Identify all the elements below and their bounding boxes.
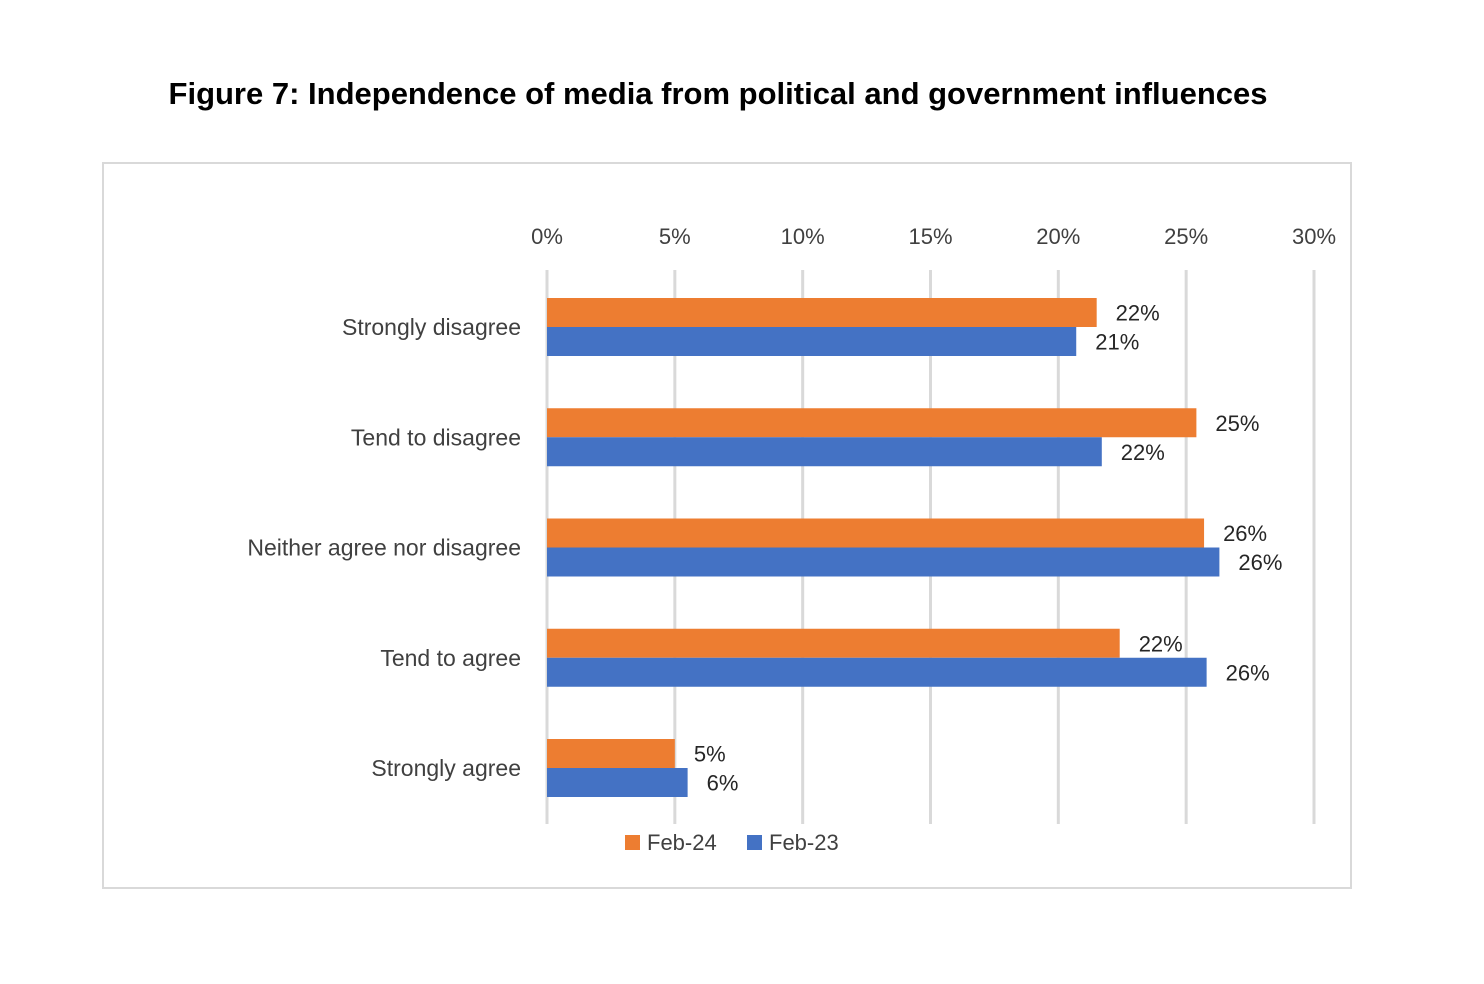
legend-swatch — [747, 835, 762, 850]
bar — [547, 547, 1220, 577]
x-tick-label: 20% — [1036, 224, 1080, 249]
bar — [547, 298, 1097, 327]
data-label: 25% — [1215, 411, 1259, 436]
chart-frame: 0% 5% 10% 15% 20% 25% 30% Strongly disagree 22% 2… — [102, 162, 1352, 889]
x-tick-label: 0% — [531, 224, 563, 249]
bar — [547, 739, 675, 768]
data-label: 22% — [1116, 301, 1160, 326]
x-tick-label: 10% — [781, 224, 825, 249]
x-tick-label: 5% — [659, 224, 691, 249]
category-label: Neither agree nor disagree — [247, 535, 521, 561]
bar — [547, 518, 1205, 548]
chart-title: Figure 7: Independence of media from pol… — [168, 76, 1268, 111]
legend-label: Feb-23 — [769, 830, 839, 855]
data-label: 22% — [1139, 631, 1183, 656]
category-label: Strongly agree — [371, 755, 521, 781]
bar — [547, 768, 688, 797]
bar — [547, 408, 1197, 438]
data-label: 26% — [1223, 521, 1267, 546]
data-label: 26% — [1226, 660, 1270, 685]
x-tick-label: 15% — [908, 224, 952, 249]
bar — [547, 327, 1077, 356]
x-tick-label: 30% — [1292, 224, 1336, 249]
bar — [547, 657, 1207, 687]
category-label: Strongly disagree — [342, 314, 521, 340]
bar-chart: 0% 5% 10% 15% 20% 25% 30% Strongly disagree 22% 2… — [247, 224, 1336, 855]
data-label: 22% — [1121, 440, 1165, 465]
category-label: Tend to disagree — [351, 424, 521, 450]
data-label: 21% — [1095, 330, 1139, 355]
bar — [547, 628, 1120, 658]
data-label: 6% — [707, 771, 739, 796]
data-label: 5% — [694, 742, 726, 767]
category-label: Tend to agree — [380, 645, 521, 671]
bar — [547, 437, 1102, 467]
x-tick-label: 25% — [1164, 224, 1208, 249]
data-label: 26% — [1238, 550, 1282, 575]
legend-label: Feb-24 — [647, 830, 717, 855]
legend-swatch — [625, 835, 640, 850]
